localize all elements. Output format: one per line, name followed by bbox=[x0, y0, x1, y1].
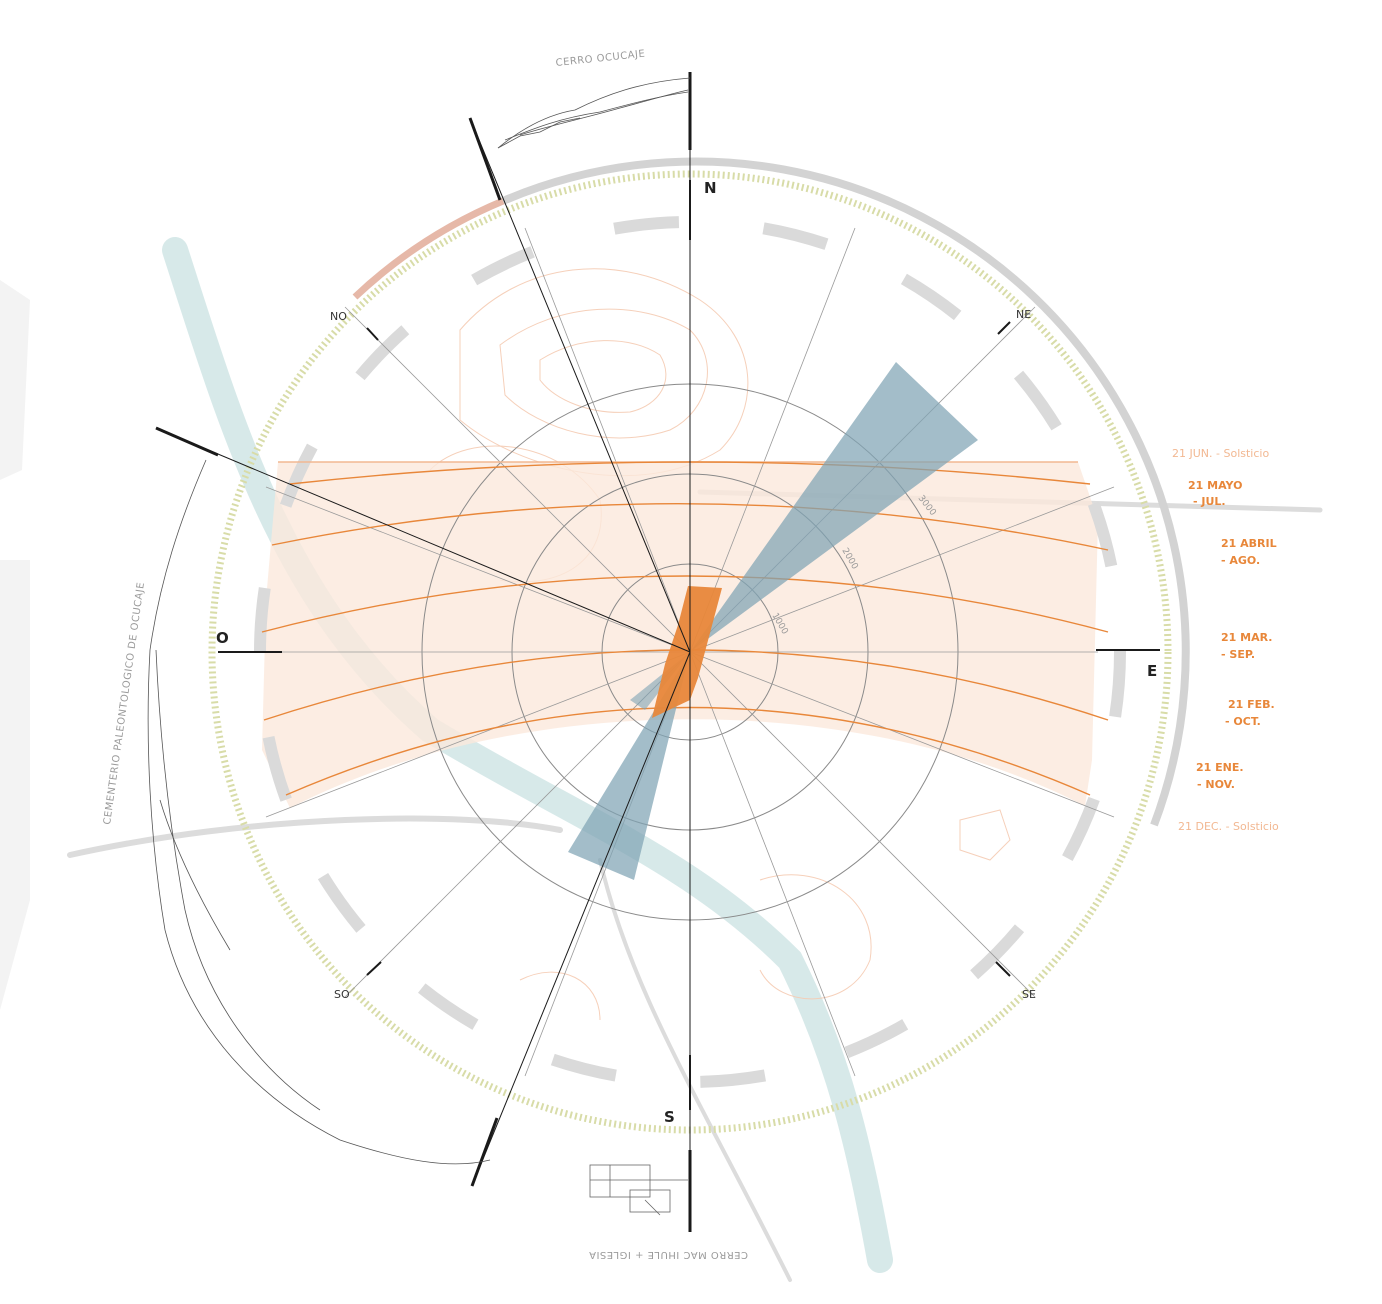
compass-labels: N E S O NE NO SE SO bbox=[216, 179, 1157, 1126]
label-mar-a: 21 MAR. bbox=[1221, 631, 1272, 644]
label-may-b: - JUL. bbox=[1193, 495, 1226, 508]
cliff-sketch-left bbox=[147, 459, 491, 1165]
label-south: S bbox=[664, 1108, 675, 1126]
label-apr-b: - AGO. bbox=[1221, 554, 1260, 567]
label-mar-b: - SEP. bbox=[1221, 648, 1255, 661]
label-feb-b: - OCT. bbox=[1225, 715, 1261, 728]
label-west: O bbox=[216, 629, 229, 647]
axis-lines bbox=[155, 72, 1160, 1232]
buildings-sketch-bottom bbox=[589, 1164, 688, 1216]
label-jan-b: - NOV. bbox=[1197, 778, 1235, 791]
place-label-top: CERRO OCUCAJE bbox=[555, 49, 646, 69]
label-dec-solstice: 21 DEC. - Solsticio bbox=[1178, 820, 1279, 833]
topographic-contours bbox=[429, 268, 1011, 1021]
sun-path-jan-nov bbox=[285, 706, 1091, 796]
label-feb-a: 21 FEB. bbox=[1228, 698, 1275, 711]
river-band bbox=[162, 237, 893, 1273]
sun-exposure-shape bbox=[652, 586, 722, 718]
gray-arc bbox=[501, 157, 1190, 827]
label-southwest: SO bbox=[334, 988, 350, 1001]
sun-path-mar-sep bbox=[261, 575, 1109, 633]
label-may-a: 21 MAYO bbox=[1188, 479, 1242, 492]
label-apr-a: 21 ABRIL bbox=[1221, 537, 1277, 550]
pink-arc bbox=[352, 197, 505, 300]
left-margin-shapes bbox=[0, 280, 30, 1010]
label-jun-solstice: 21 JUN. - Solsticio bbox=[1172, 447, 1269, 460]
place-label-bottom: CERRO MAC IHULE + IGLESIA bbox=[589, 1249, 748, 1260]
label-jan-a: 21 ENE. bbox=[1196, 761, 1244, 774]
label-north: N bbox=[704, 179, 717, 197]
place-label-left: CEMENTERIO PALEONTOLOGICO DE OCUCAJE bbox=[102, 581, 147, 825]
label-southeast: SE bbox=[1022, 988, 1036, 1001]
mountain-sketch-top bbox=[497, 77, 691, 149]
label-east: E bbox=[1147, 662, 1157, 680]
label-northeast: NE bbox=[1016, 308, 1031, 321]
wind-petal-ne bbox=[690, 362, 978, 652]
sun-path-labels: 21 JUN. - Solsticio 21 MAYO - JUL. 21 AB… bbox=[1172, 447, 1279, 833]
label-northwest: NO bbox=[330, 310, 347, 323]
